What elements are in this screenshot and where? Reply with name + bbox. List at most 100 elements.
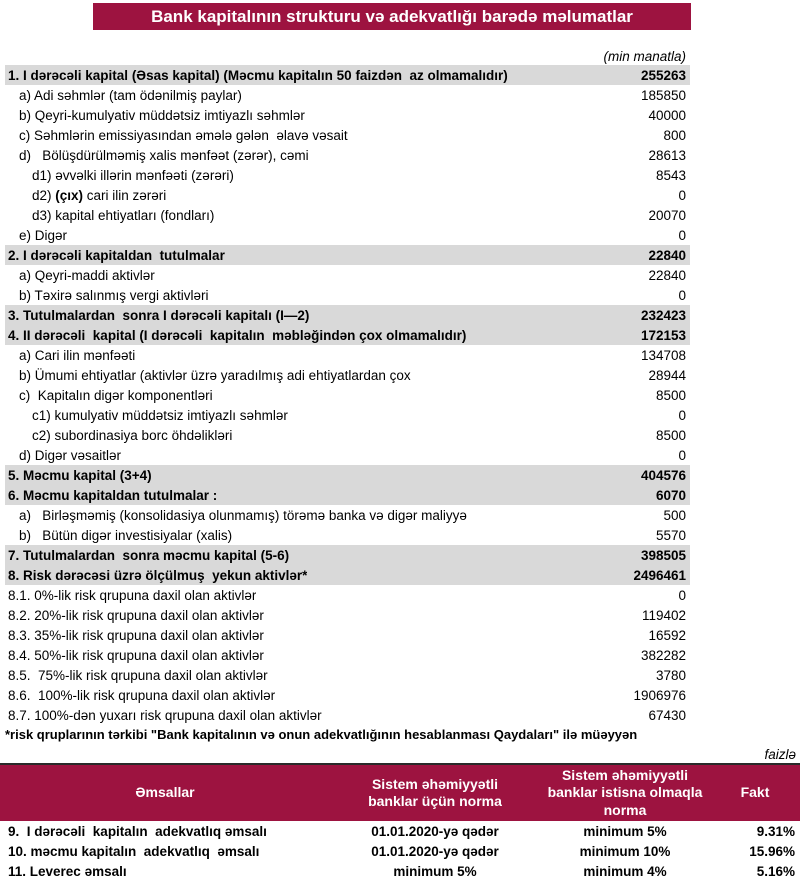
unit-note: (min manatla)	[603, 49, 686, 64]
table-row: a) Cari ilin mənfəəti 134708	[5, 345, 690, 365]
row-value: 500	[663, 507, 686, 523]
table-row: d2) (çıx) cari ilin zərəri 0	[5, 185, 690, 205]
row-label: 8.5. 75%-lik risk qrupuna daxil olan akt…	[8, 667, 268, 683]
column-header-fakt: Fakt	[740, 784, 770, 801]
row-value: 398505	[640, 547, 686, 563]
table-row: 8.2. 20%-lik risk qrupuna daxil olan akt…	[5, 605, 690, 625]
table-row: c1) kumulyativ müddətsiz imtiyazlı səhml…	[5, 405, 690, 425]
row-label: a) Adi səhmlər (tam ödənilmiş paylar)	[19, 87, 242, 103]
row-value: 16592	[648, 627, 686, 643]
row-value: 3780	[655, 667, 686, 683]
table-row: 8.3. 35%-lik risk qrupuna daxil olan akt…	[5, 625, 690, 645]
row-label: 7. Tutulmalardan sonra məcmu kapital (5-…	[8, 547, 290, 563]
document: Bank kapitalının strukturu və adekvatlığ…	[0, 3, 800, 881]
row-value: 22840	[648, 247, 686, 263]
table-row: 8.7. 100%-dən yuxarı risk qrupuna daxil …	[5, 705, 690, 725]
row-value: 0	[678, 447, 686, 463]
table-row: b) Qeyri-kumulyativ müddətsiz imtiyazlı …	[5, 105, 690, 125]
row-value: 0	[678, 407, 686, 423]
row-label: c1) kumulyativ müddətsiz imtiyazlı səhml…	[32, 407, 288, 423]
row-label: 11. Leverec əmsalı	[8, 863, 127, 879]
row-label: b) Təxirə salınmış vergi aktivləri	[19, 287, 209, 303]
row-label: b) Qeyri-kumulyativ müddətsiz imtiyazlı …	[19, 107, 305, 123]
table-row: 3. Tutulmalardan sonra I dərəcəli kapita…	[5, 305, 690, 325]
row-value: 28944	[648, 367, 686, 383]
row-label: a) Cari ilin mənfəəti	[19, 347, 136, 363]
row-value: 1906976	[633, 687, 686, 703]
row-value: 22840	[648, 267, 686, 283]
fakt-value: 5.16%	[756, 863, 795, 879]
row-label: 8.6. 100%-lik risk qrupuna daxil olan ak…	[8, 687, 276, 703]
fakt-value: 15.96%	[749, 843, 795, 859]
row-value: 134708	[640, 347, 686, 363]
column-header-emsallar: Əmsallar	[135, 784, 195, 801]
table-row: c) Kapitalın digər komponentləri 8500	[5, 385, 690, 405]
table-row: 9. I dərəcəli kapitalın adekvatlıq əmsal…	[0, 821, 800, 841]
row-value: 8500	[655, 427, 686, 443]
row-label: 8.7. 100%-dən yuxarı risk qrupuna daxil …	[8, 707, 322, 723]
table-row: e) Digər 0	[5, 225, 690, 245]
table-row: a) Adi səhmlər (tam ödənilmiş paylar) 185…	[5, 85, 690, 105]
table-row: 1. I dərəcəli kapital (Əsas kapital) (Mə…	[5, 65, 690, 85]
footnote: *risk qruplarının tərkibi "Bank kapitalı…	[5, 727, 638, 742]
row-value: 185850	[640, 87, 686, 103]
row-value: 8500	[655, 387, 686, 403]
row-label: 9. I dərəcəli kapitalın adekvatlıq əmsal…	[8, 823, 267, 839]
row-value: 255263	[640, 67, 686, 83]
row-label: b) Ümumi ehtiyatlar (aktivlər üzrə yarad…	[19, 367, 411, 383]
row-value: 232423	[640, 307, 686, 323]
row-label: 8.3. 35%-lik risk qrupuna daxil olan akt…	[8, 627, 264, 643]
row-value: 0	[678, 187, 686, 203]
table-row: d) Bölüşdürülməmiş xalis mənfəət (zərər)…	[5, 145, 690, 165]
row-label: 8.1. 0%-lik risk qrupuna daxil olan akti…	[8, 587, 257, 603]
row-value: 5570	[655, 527, 686, 543]
row-label: 10. məcmu kapitalın adekvatlıq əmsalı	[8, 843, 260, 859]
table-row: d) Digər vəsaitlər 0	[5, 445, 690, 465]
row-value: 0	[678, 227, 686, 243]
table-row: b) Təxirə salınmış vergi aktivləri 0	[5, 285, 690, 305]
row-label: d) Digər vəsaitlər	[19, 447, 122, 463]
row-label: d3) kapital ehtiyatları (fondları)	[32, 207, 215, 223]
norma-istisna-value: minimum 5%	[583, 823, 667, 839]
row-value: 119402	[641, 607, 686, 623]
row-label: 6. Məcmu kapitaldan tutulmalar :	[8, 487, 218, 503]
row-value: 28613	[648, 147, 686, 163]
row-label: c) Kapitalın digər komponentləri	[19, 387, 213, 403]
ratios-table: Əmsallar Sistem əhəmiyyətli banklar üçün…	[0, 763, 800, 881]
row-label: 8. Risk dərəcəsi üzrə ölçülmuş yekun akt…	[8, 567, 308, 583]
table-row: 10. məcmu kapitalın adekvatlıq əmsalı 01.…	[0, 841, 800, 861]
fakt-value: 9.31%	[756, 823, 795, 839]
table-row: c) Səhmlərin emissiyasından əmələ gələn …	[5, 125, 690, 145]
table-row: 8. Risk dərəcəsi üzrə ölçülmuş yekun akt…	[5, 565, 690, 585]
row-value: 2496461	[633, 567, 686, 583]
table-row: 2. I dərəcəli kapitaldan tutulmalar 22840	[5, 245, 690, 265]
row-value: 382282	[640, 647, 686, 663]
row-label: 8.4. 50%-lik risk qrupuna daxil olan akt…	[8, 647, 264, 663]
row-value: 172153	[640, 327, 686, 343]
row-label: 5. Məcmu kapital (3+4)	[8, 467, 152, 483]
ratios-table-header: Əmsallar Sistem əhəmiyyətli banklar üçün…	[0, 763, 800, 821]
table-row: 5. Məcmu kapital (3+4) 404576	[5, 465, 690, 485]
table-row: 8.1. 0%-lik risk qrupuna daxil olan akti…	[5, 585, 690, 605]
row-label: 1. I dərəcəli kapital (Əsas kapital) (Mə…	[8, 67, 508, 83]
norma-istisna-value: minimum 4%	[583, 863, 667, 879]
percent-note: faizlə	[764, 747, 796, 762]
row-label: 2. I dərəcəli kapitaldan tutulmalar	[8, 247, 225, 263]
row-label: a) Qeyri-maddi aktivlər	[19, 267, 155, 283]
row-value: 20070	[648, 207, 686, 223]
capital-table: (min manatla) 1. I dərəcəli kapital (Əsa…	[5, 48, 690, 725]
table-row: 11. Leverec əmsalı minimum 5% minimum 4% 5.…	[0, 861, 800, 881]
ratios-table-rows: 9. I dərəcəli kapitalın adekvatlıq əmsal…	[0, 821, 800, 881]
table-row: 8.5. 75%-lik risk qrupuna daxil olan akt…	[5, 665, 690, 685]
table-row: 4. II dərəcəli kapital (I dərəcəli kapit…	[5, 325, 690, 345]
document-title-bar: Bank kapitalının strukturu və adekvatlığ…	[93, 3, 691, 30]
table-row: c2) subordinasiya borc öhdəlikləri 8500	[5, 425, 690, 445]
row-label: b) Bütün digər investisiyalar (xalis)	[19, 527, 233, 543]
column-header-norma-istisna: Sistem əhəmiyyətli banklar istisna olmaq…	[547, 766, 703, 818]
row-label: e) Digər	[19, 227, 68, 243]
norma-istisna-value: minimum 10%	[579, 843, 671, 859]
row-value: 67430	[648, 707, 686, 723]
row-label: d2) (çıx) cari ilin zərəri	[32, 187, 167, 203]
norma-sistem-value: minimum 5%	[393, 863, 477, 879]
row-label: d1) əvvəlki illərin mənfəəti (zərəri)	[32, 167, 234, 183]
